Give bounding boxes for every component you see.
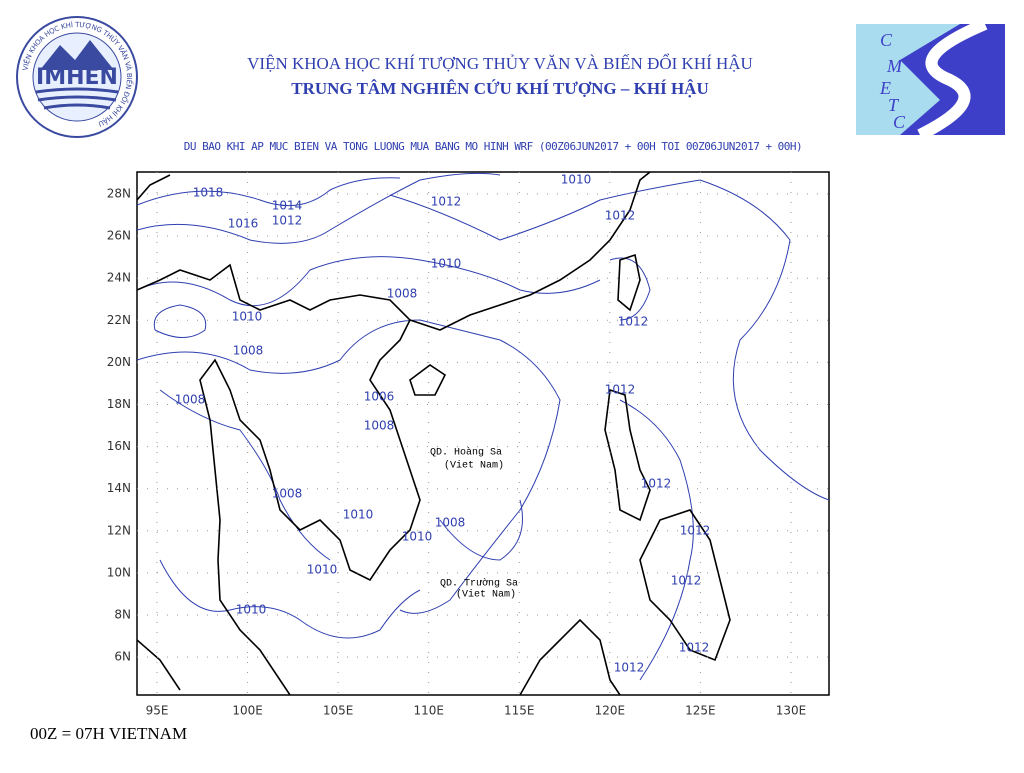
logo-letter: E bbox=[879, 78, 891, 98]
y-tick-label: 26N bbox=[107, 229, 131, 243]
contour-label: 1008 bbox=[272, 487, 303, 501]
x-tick-label: 125E bbox=[685, 704, 716, 718]
y-tick-label: 18N bbox=[107, 397, 131, 411]
annotation: QD. Trường Sa bbox=[440, 578, 518, 590]
annotation: (Viet Nam) bbox=[444, 460, 504, 472]
title-line2: TRUNG TÂM NGHIÊN CỨU KHÍ TƯỢNG – KHÍ HẬU bbox=[291, 79, 708, 98]
x-tick-label: 110E bbox=[413, 704, 444, 718]
contour-label: 1010 bbox=[236, 603, 267, 617]
contour-label: 1012 bbox=[641, 477, 672, 491]
y-tick-label: 14N bbox=[107, 481, 131, 495]
logo-text: IMHEN bbox=[36, 65, 118, 90]
y-tick-label: 6N bbox=[114, 650, 131, 664]
contour-label: 1008 bbox=[175, 393, 206, 407]
y-tick-label: 8N bbox=[114, 608, 131, 622]
contour-label: 1010 bbox=[431, 257, 462, 271]
x-tick-label: 115E bbox=[504, 704, 535, 718]
logo-imhen: VIỆN KHOA HỌC KHÍ TƯỢNG THỦY VĂN VÀ BIẾN… bbox=[16, 16, 138, 138]
contour-label: 1012 bbox=[605, 383, 636, 397]
footer-note: 00Z = 07H VIETNAM bbox=[30, 724, 187, 743]
contour-label: 1008 bbox=[435, 516, 466, 530]
contour-label: 1012 bbox=[431, 195, 462, 209]
contour-label: 1010 bbox=[307, 563, 338, 577]
y-tick-label: 22N bbox=[107, 313, 131, 327]
contour-label: 1010 bbox=[561, 173, 592, 187]
logo-letter: T bbox=[888, 95, 900, 115]
contour-label: 1012 bbox=[618, 315, 649, 329]
contour-label: 1018 bbox=[193, 186, 224, 200]
y-tick-label: 12N bbox=[107, 523, 131, 537]
coastlines bbox=[137, 172, 731, 695]
contour-label: 1012 bbox=[272, 214, 303, 228]
map: 95E 100E 105E 110E 115E 120E 125E 130E 28N 26N 24N… bbox=[107, 171, 830, 718]
contour-label: 1010 bbox=[402, 530, 433, 544]
contour-label: 1012 bbox=[679, 641, 710, 655]
contour-label: 1006 bbox=[364, 390, 395, 404]
x-tick-label: 120E bbox=[595, 704, 626, 718]
x-tick-label: 130E bbox=[776, 704, 807, 718]
contour-label: 1014 bbox=[272, 199, 303, 213]
y-tick-label: 28N bbox=[107, 187, 131, 201]
logo-letter: C bbox=[880, 30, 893, 50]
y-tick-label: 16N bbox=[107, 439, 131, 453]
contour-label: 1012 bbox=[614, 661, 645, 675]
contour-label: 1012 bbox=[680, 524, 711, 538]
contour-label: 1012 bbox=[671, 574, 702, 588]
x-tick-label: 100E bbox=[232, 704, 263, 718]
y-tick-label: 10N bbox=[107, 565, 131, 579]
contour-label: 1010 bbox=[232, 310, 263, 324]
x-tick-label: 105E bbox=[323, 704, 354, 718]
contour-label: 1008 bbox=[364, 419, 395, 433]
contour-label: 1008 bbox=[387, 287, 418, 301]
subtitle: DU BAO KHI AP MUC BIEN VA TONG LUONG MUA… bbox=[184, 140, 802, 153]
isobars bbox=[137, 172, 829, 681]
contour-label: 1008 bbox=[233, 344, 264, 358]
x-tick-label: 95E bbox=[146, 704, 169, 718]
y-tick-label: 20N bbox=[107, 355, 131, 369]
annotation: QD. Hoàng Sa bbox=[430, 447, 502, 459]
contour-label: 1010 bbox=[343, 508, 374, 522]
y-tick-label: 24N bbox=[107, 271, 131, 285]
contour-label: 1016 bbox=[228, 217, 259, 231]
logo-letter: M bbox=[886, 56, 903, 76]
annotation: (Viet Nam) bbox=[456, 589, 516, 601]
title-line1: VIỆN KHOA HỌC KHÍ TƯỢNG THỦY VĂN VÀ BIẾN… bbox=[247, 53, 753, 73]
logo-letter: C bbox=[893, 112, 906, 132]
contour-label: 1012 bbox=[605, 209, 636, 223]
